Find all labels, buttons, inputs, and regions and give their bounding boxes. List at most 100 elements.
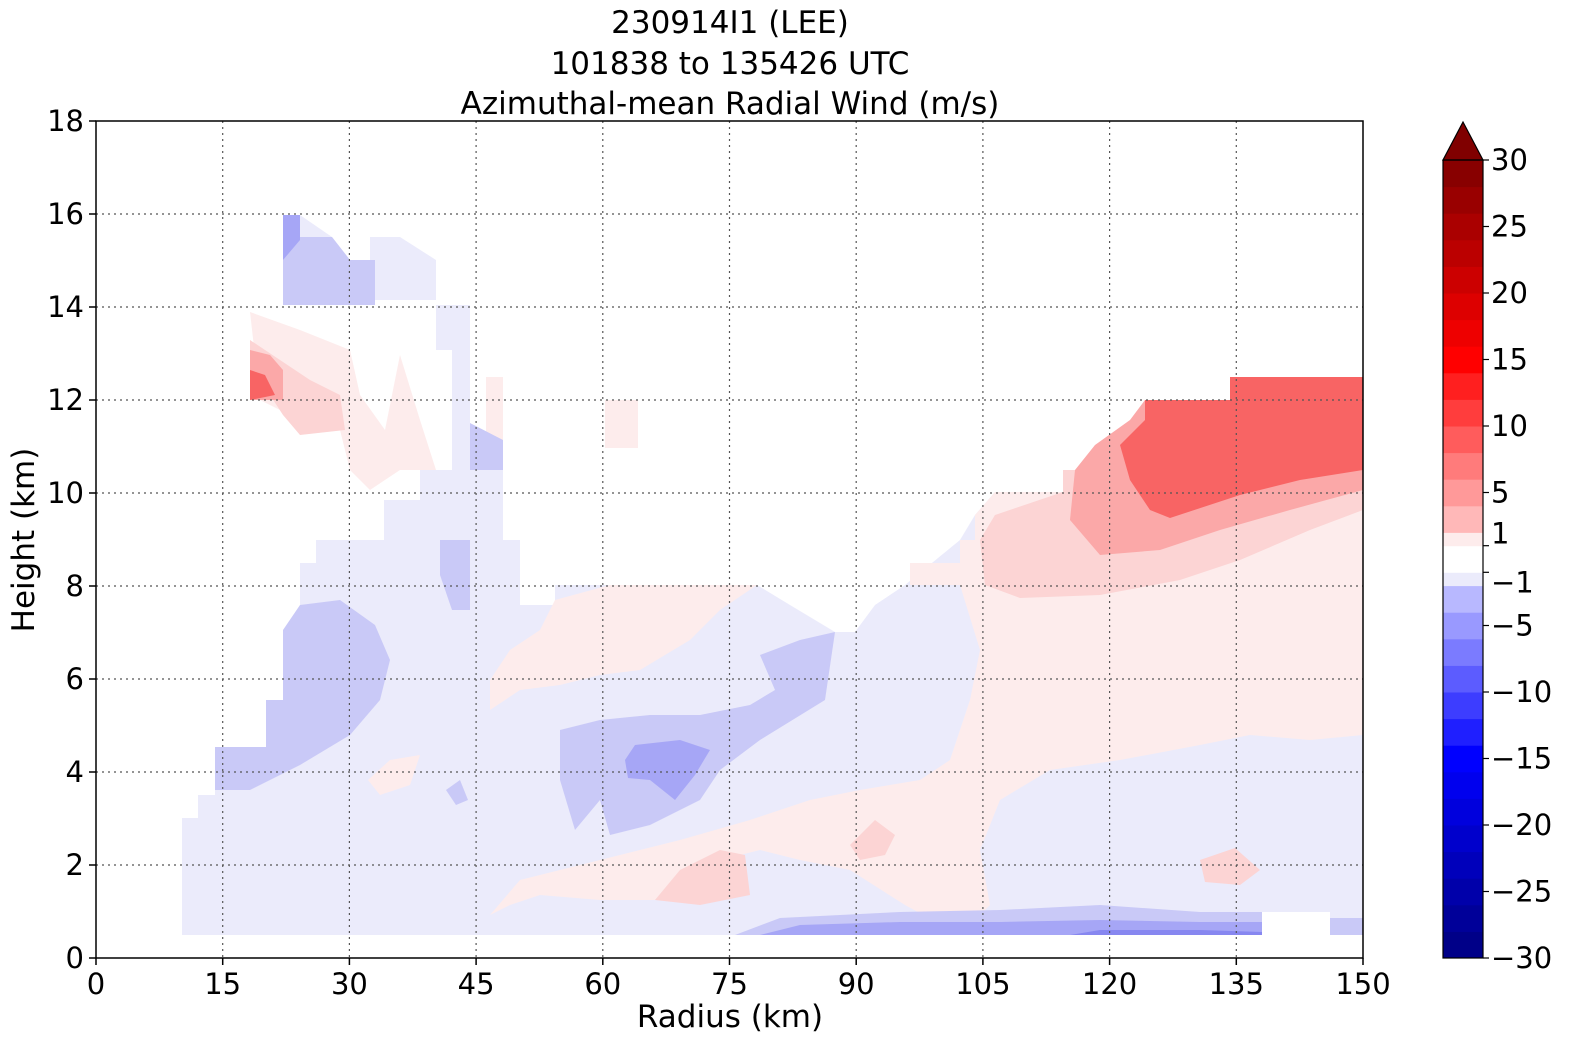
- colorbar-segment: [1443, 399, 1483, 427]
- x-tick-label: 150: [1335, 967, 1390, 1001]
- x-tick-label: 105: [955, 967, 1010, 1001]
- y-axis-title: Height (km): [6, 448, 42, 633]
- y-tick-label: 4: [66, 755, 84, 789]
- colorbar-segment: [1443, 904, 1483, 932]
- y-tick-label: 10: [47, 476, 84, 510]
- colorbar-segment: [1443, 545, 1483, 573]
- x-tick-label: 45: [458, 967, 495, 1001]
- y-tick-label: 16: [47, 197, 84, 231]
- y-tick-label: 12: [47, 383, 84, 417]
- gridlines: [96, 121, 1363, 958]
- colorbar-segment: [1443, 798, 1483, 826]
- colorbar-segment: [1443, 745, 1483, 773]
- region-inflow-top-left: [283, 237, 375, 305]
- chart-title-line-2: 101838 to 135426 UTC: [551, 46, 910, 82]
- colorbar-tick-label: 10: [1491, 409, 1528, 443]
- colorbar-tick-label: 30: [1491, 143, 1528, 177]
- colorbar-segment: [1443, 532, 1483, 547]
- region-inflow-spot2: [446, 780, 468, 805]
- colorbar-tick-label: −15: [1491, 742, 1552, 776]
- y-tick-label: 8: [66, 569, 84, 603]
- region-inflow-spot: [470, 423, 503, 470]
- colorbar-segment: [1443, 771, 1483, 799]
- colorbar-segment: [1443, 572, 1483, 587]
- x-axis-ticks: 0 15 30 45 60 75 90 105 120 135 150: [87, 958, 1391, 1001]
- y-tick-label: 0: [66, 941, 84, 975]
- region-inflow-surface-core: [1070, 930, 1262, 935]
- x-axis-title: Radius (km): [637, 999, 823, 1035]
- colorbar-tick-label: −25: [1491, 875, 1552, 909]
- x-tick-label: 135: [1209, 967, 1264, 1001]
- region-outflow-1to5-low: [655, 850, 750, 905]
- colorbar-segment: [1443, 612, 1483, 640]
- region-weak-outflow-spot: [368, 755, 420, 795]
- colorbar-segment: [1443, 372, 1483, 400]
- y-tick-label: 2: [66, 848, 84, 882]
- region-inflow-mid: [440, 540, 470, 610]
- colorbar-tick-label: 1: [1491, 517, 1509, 551]
- x-tick-label: 0: [87, 967, 105, 1001]
- region-outflow-1to5-spot: [850, 820, 895, 860]
- colorbar-segment: [1443, 239, 1483, 267]
- colorbar-segment: [1443, 878, 1483, 906]
- colorbar-segment: [1443, 692, 1483, 720]
- colorbar-segment: [1443, 505, 1483, 533]
- colorbar-tick-label: −30: [1491, 941, 1552, 975]
- colorbar-tick-label: −5: [1491, 609, 1534, 643]
- colorbar-segment: [1443, 266, 1483, 294]
- region-weak-outflow-left-upper: [250, 312, 436, 490]
- region-outflow-10plus-left: [250, 370, 275, 400]
- colorbar-frame: [1442, 159, 1484, 959]
- region-inflow-5to10-top: [283, 215, 300, 260]
- colorbar-tick-label: −20: [1491, 808, 1552, 842]
- region-inflow-center: [560, 632, 835, 835]
- y-tick-label: 6: [66, 662, 84, 696]
- x-tick-label: 30: [331, 967, 368, 1001]
- x-tick-label: 75: [711, 967, 748, 1001]
- colorbar-segment: [1443, 293, 1483, 321]
- x-tick-label: 120: [1082, 967, 1137, 1001]
- colorbar-labels: 30 25 20 15 10 5 1 −1 −5 −10 −15 −20 −25 −30: [1483, 143, 1552, 975]
- colorbar-segment: [1443, 479, 1483, 507]
- colorbar-segment: [1443, 825, 1483, 853]
- x-tick-label: 90: [838, 967, 875, 1001]
- colorbar-tick-label: 15: [1491, 343, 1528, 377]
- region-inflow-5to10-center: [625, 740, 710, 800]
- colorbar-segment: [1443, 452, 1483, 480]
- region-weak-outflow-mid: [490, 585, 757, 710]
- colorbar-segment: [1443, 851, 1483, 879]
- region-outflow-10plus: [1120, 377, 1363, 518]
- colorbar-tick-label: 20: [1491, 276, 1528, 310]
- region-weak-outflow-box: [486, 377, 503, 440]
- colorbar-tick-label: 25: [1491, 210, 1528, 244]
- colorbar: [1442, 120, 1484, 959]
- colorbar-tick-label: −10: [1491, 675, 1552, 709]
- x-tick-label: 15: [204, 967, 241, 1001]
- chart-title-line-1: 230914I1 (LEE): [611, 5, 849, 41]
- colorbar-tick-label: −1: [1491, 565, 1534, 599]
- region-weak-outflow-box2: [605, 400, 638, 448]
- colorbar-segment: [1443, 426, 1483, 454]
- colorbar-segment: [1443, 319, 1483, 347]
- colorbar-segment: [1443, 160, 1483, 188]
- colorbar-segment: [1443, 665, 1483, 693]
- contour-field: [182, 215, 1363, 935]
- x-tick-label: 60: [584, 967, 621, 1001]
- region-outflow-1to5-spot2: [1200, 848, 1260, 885]
- region-inflow-surface-right: [1330, 918, 1363, 935]
- colorbar-segment: [1443, 186, 1483, 214]
- colorbar-segment: [1443, 585, 1483, 613]
- y-tick-label: 18: [47, 104, 84, 138]
- colorbar-segment: [1443, 931, 1483, 959]
- region-inflow-left-column: [215, 600, 390, 790]
- colorbar-tick-label: 5: [1491, 476, 1509, 510]
- colorbar-segment: [1443, 718, 1483, 746]
- colorbar-extend-arrow: [1442, 120, 1484, 161]
- colorbar-segment: [1443, 346, 1483, 374]
- colorbar-segment: [1443, 638, 1483, 666]
- colorbar-segment: [1443, 213, 1483, 241]
- chart-title-line-3: Azimuthal-mean Radial Wind (m/s): [461, 86, 1000, 122]
- y-tick-label: 14: [47, 290, 84, 324]
- y-axis-ticks: 0 2 4 6 8 10 12 14 16 18: [47, 104, 96, 975]
